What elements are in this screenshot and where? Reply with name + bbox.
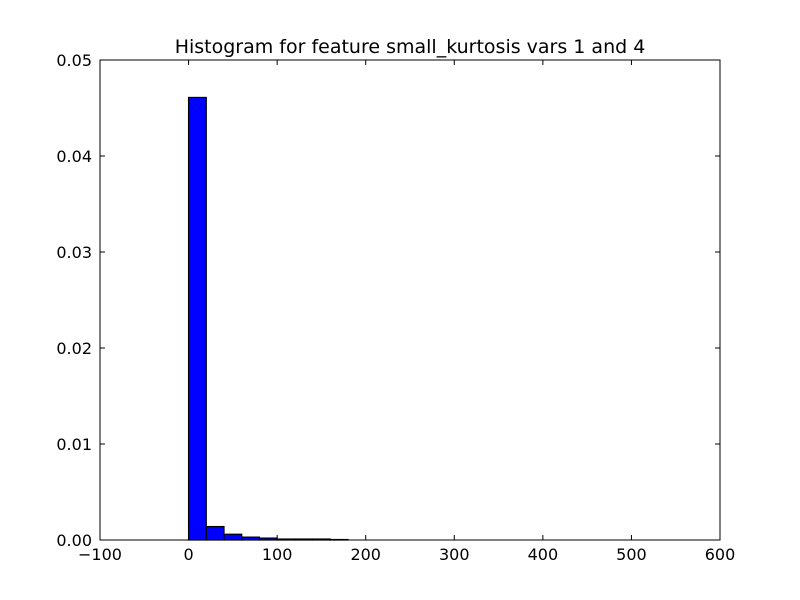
histogram-bar-0	[187, 96, 207, 541]
y-tick-label: 0.03	[56, 243, 92, 262]
x-tick-label: 200	[350, 545, 381, 564]
plot-frame	[99, 59, 721, 541]
x-tick-label: −100	[78, 545, 122, 564]
x-tick-label: 0	[183, 545, 193, 564]
bars-layer	[187, 96, 349, 541]
x-tick-label: 100	[262, 545, 293, 564]
y-tick-label: 0.04	[56, 147, 92, 166]
ticks-layer: −100 0 100 200 300 400 500 600 0.00 0.01 0.02 0.03 0…	[56, 51, 735, 564]
histogram-bar-2	[223, 533, 243, 541]
histogram-bar-1	[205, 525, 225, 541]
x-tick-label: 600	[705, 545, 736, 564]
y-tick-label: 0.01	[56, 435, 92, 454]
y-tick-label: 0.02	[56, 339, 92, 358]
x-tick-label: 500	[616, 545, 647, 564]
x-tick-label: 300	[439, 545, 470, 564]
x-tick-label: 400	[528, 545, 559, 564]
chart-title: Histogram for feature small_kurtosis var…	[175, 36, 646, 58]
y-tick-label: 0.05	[56, 51, 92, 70]
y-tick-label: 0.00	[56, 531, 92, 550]
